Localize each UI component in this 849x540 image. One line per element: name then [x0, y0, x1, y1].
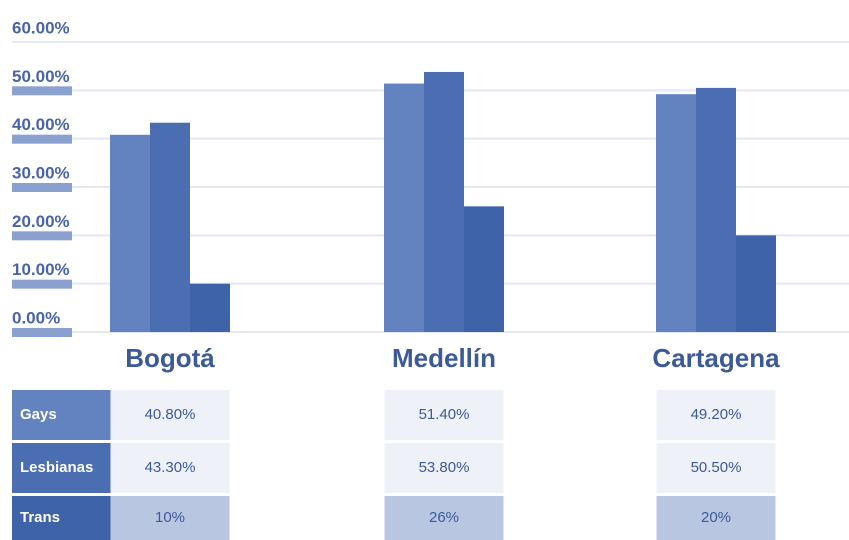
- tick-underline: [12, 86, 72, 96]
- series-label-cell: [12, 496, 112, 540]
- value-label: 10%: [155, 509, 185, 526]
- value-cell: [384, 390, 504, 440]
- value-label: 26%: [429, 509, 459, 526]
- category-label: Medellín: [392, 343, 496, 373]
- bar: [736, 235, 776, 332]
- series-label-cell: [12, 443, 112, 493]
- value-cell: [656, 496, 776, 540]
- tick-underline: [12, 279, 72, 289]
- tick-underline: [12, 134, 72, 144]
- value-cell: [384, 496, 504, 540]
- category-label: Bogotá: [125, 343, 215, 373]
- bar: [464, 206, 504, 332]
- y-tick-label: 40.00%: [12, 115, 70, 134]
- value-cell: [656, 443, 776, 493]
- bar: [384, 83, 424, 332]
- bar: [190, 283, 230, 332]
- value-label: 40.80%: [145, 406, 196, 423]
- value-cell: [110, 390, 230, 440]
- series-name: Gays: [20, 406, 57, 423]
- value-label: 43.30%: [145, 459, 196, 476]
- value-cell: [656, 390, 776, 440]
- value-label: 49.20%: [691, 406, 742, 423]
- y-tick-label: 10.00%: [12, 260, 70, 279]
- series-name: Trans: [20, 509, 60, 526]
- series-name: Lesbianas: [20, 459, 93, 476]
- bar: [656, 94, 696, 332]
- y-tick-label: 50.00%: [12, 67, 70, 86]
- y-tick-label: 20.00%: [12, 212, 70, 231]
- y-tick-label: 60.00%: [12, 18, 70, 37]
- value-cell: [110, 496, 230, 540]
- value-label: 51.40%: [419, 406, 470, 423]
- y-tick-label: 0.00%: [12, 308, 60, 327]
- tick-underline: [12, 328, 72, 337]
- tick-underline: [12, 231, 72, 241]
- tick-underline: [12, 183, 72, 192]
- bar: [150, 122, 190, 332]
- series-label-cell: [12, 390, 112, 440]
- value-label: 53.80%: [419, 459, 470, 476]
- value-label: 50.50%: [691, 459, 742, 476]
- bar: [696, 87, 736, 333]
- y-tick-label: 30.00%: [12, 163, 70, 182]
- bar: [424, 71, 464, 332]
- category-label: Cartagena: [652, 343, 780, 373]
- value-cell: [110, 443, 230, 493]
- value-label: 20%: [701, 509, 731, 526]
- bar: [110, 134, 150, 332]
- value-cell: [384, 443, 504, 493]
